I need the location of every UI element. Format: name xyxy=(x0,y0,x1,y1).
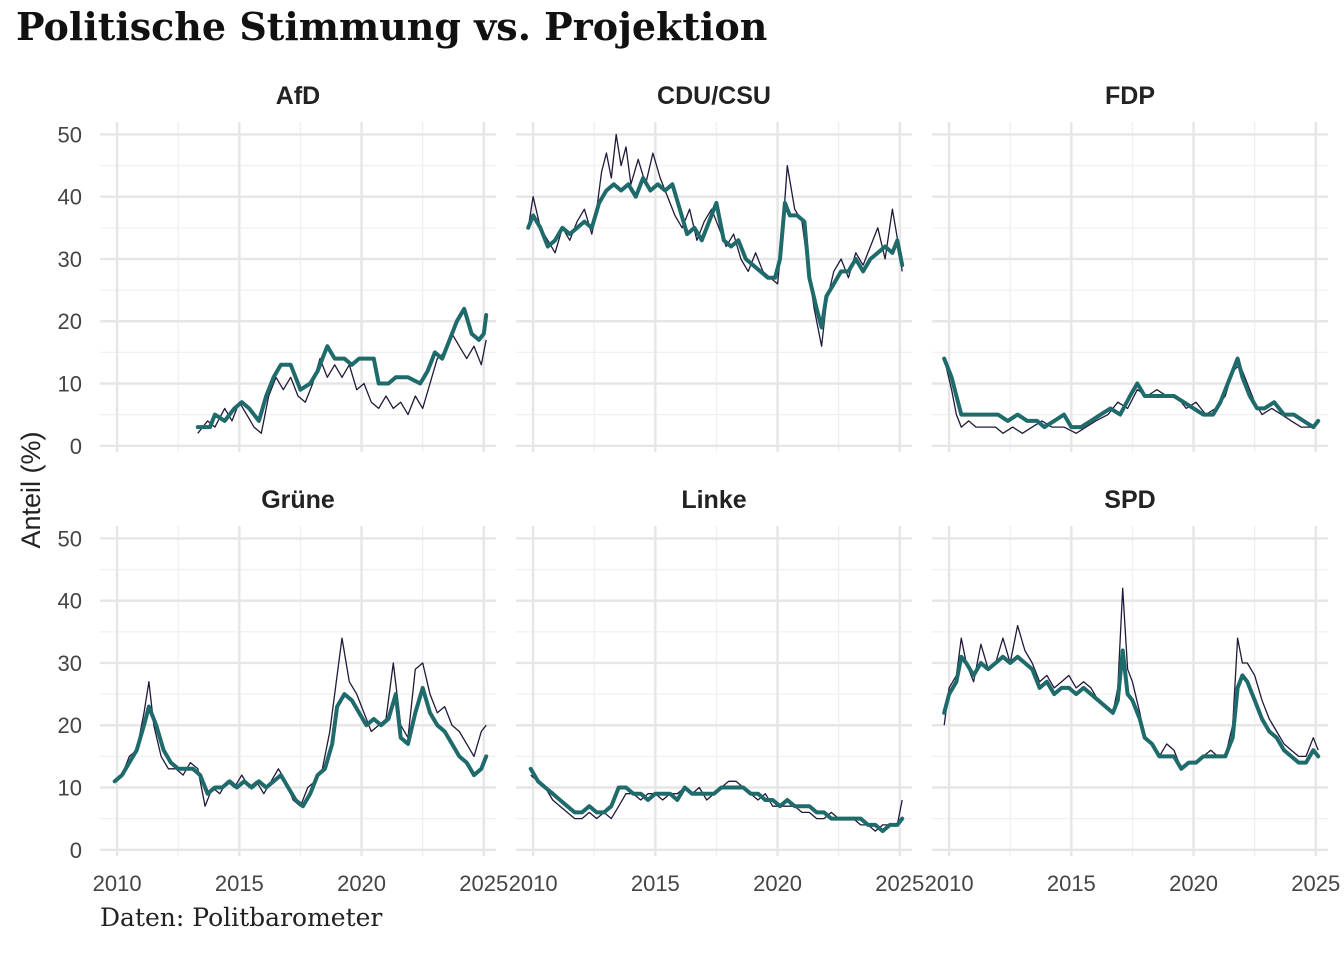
facet-spd: SPD 2010 2015 2020 2025 xyxy=(925,486,1341,896)
x-tick-label: 2010 xyxy=(93,871,142,896)
x-tick-label: 2020 xyxy=(1169,871,1218,896)
y-tick-label: 20 xyxy=(58,309,82,334)
y-tick-label: 10 xyxy=(58,776,82,801)
projektion-line xyxy=(942,648,1321,771)
projektion-line xyxy=(195,306,489,430)
facet-label: CDU/CSU xyxy=(657,82,771,110)
chart-title: Politische Stimmung vs. Projektion xyxy=(16,4,767,49)
y-tick-label: 30 xyxy=(58,651,82,676)
x-tick-label: 2015 xyxy=(1047,871,1096,896)
y-tick-label: 50 xyxy=(58,526,82,551)
projektion-line xyxy=(526,176,905,330)
y-tick-label: 30 xyxy=(58,247,82,272)
y-tick-label: 40 xyxy=(58,589,82,614)
facet-afd: AfD 0 10 20 30 40 50 xyxy=(58,82,496,459)
facet-label: FDP xyxy=(1105,82,1155,110)
facet-linke: Linke 2010 2015 2020 2025 xyxy=(509,486,925,896)
y-axis-label: Anteil (%) xyxy=(16,431,46,548)
x-tick-label: 2015 xyxy=(215,871,264,896)
y-tick-label: 20 xyxy=(58,713,82,738)
stimmung-line xyxy=(527,133,903,347)
facet-fdp: FDP xyxy=(932,82,1328,452)
facet-label: Grüne xyxy=(261,486,335,514)
facet-cdu-csu: CDU/CSU xyxy=(516,82,912,452)
facet-label: AfD xyxy=(276,82,320,110)
facet-label: Linke xyxy=(681,486,746,514)
projektion-line xyxy=(112,685,489,809)
x-tick-label: 2020 xyxy=(753,871,802,896)
facet-label: SPD xyxy=(1104,486,1155,514)
x-tick-label: 2025 xyxy=(459,871,508,896)
x-tick-label: 2010 xyxy=(509,871,558,896)
stimmung-line xyxy=(943,587,1319,770)
x-tick-label: 2015 xyxy=(631,871,680,896)
facet-gr-ne: Grüne 0 10 20 30 40 50 2010 2015 2020 2025 xyxy=(58,486,509,896)
y-tick-label: 0 xyxy=(70,838,82,863)
x-tick-label: 2025 xyxy=(875,871,924,896)
x-tick-label: 2020 xyxy=(337,871,386,896)
projektion-line xyxy=(528,766,905,834)
projektion-line xyxy=(942,356,1321,430)
y-tick-label: 0 xyxy=(70,434,82,459)
y-tick-label: 50 xyxy=(58,122,82,147)
y-tick-label: 40 xyxy=(58,185,82,210)
chart-caption: Daten: Politbarometer xyxy=(100,903,382,932)
x-tick-label: 2025 xyxy=(1291,871,1340,896)
x-tick-label: 2010 xyxy=(925,871,974,896)
facet-panels: AfD 0 10 20 30 40 50 CDU/CSU FDP Grüne 0 10 20 30 40 50… xyxy=(58,82,1341,896)
y-tick-label: 10 xyxy=(58,372,82,397)
